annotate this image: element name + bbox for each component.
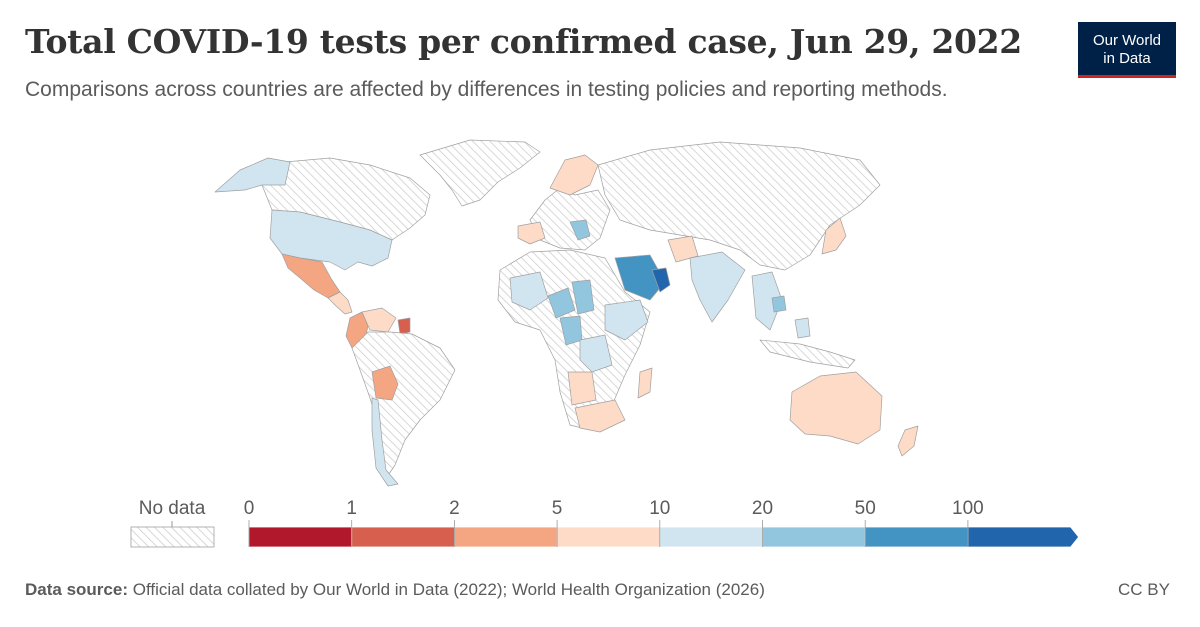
- source-text: Official data collated by Our World in D…: [132, 580, 765, 599]
- country-bolivia[interactable]: [371, 365, 399, 401]
- country-spain[interactable]: [517, 221, 546, 245]
- legend-bin-6[interactable]: [864, 526, 969, 548]
- region-alaska[interactable]: [214, 157, 291, 193]
- country-oman[interactable]: [651, 267, 671, 293]
- legend-bin-7[interactable]: [967, 526, 1080, 548]
- legend-bin-3[interactable]: [556, 526, 661, 548]
- region-iran[interactable]: [667, 235, 699, 263]
- country-dr-congo[interactable]: [579, 334, 613, 373]
- region-brazil[interactable]: [351, 331, 456, 481]
- legend-tick-100: 100: [952, 498, 984, 519]
- owid-logo[interactable]: Our World in Data: [1078, 22, 1176, 78]
- country-australia[interactable]: [789, 371, 883, 445]
- country-mali[interactable]: [509, 271, 549, 311]
- country-india[interactable]: [689, 251, 746, 323]
- license-label[interactable]: CC BY: [1118, 580, 1170, 599]
- country-saudi-arabia[interactable]: [614, 254, 666, 301]
- legend-tick-1: 1: [346, 498, 357, 519]
- footer-source: Data source: Official data collated by O…: [25, 580, 765, 600]
- country-greenland[interactable]: [419, 139, 541, 207]
- chart-title: Total COVID-19 tests per confirmed case,…: [25, 22, 1022, 61]
- country-new-zealand[interactable]: [897, 425, 919, 457]
- country-south-africa[interactable]: [574, 399, 626, 433]
- region-scandinavia[interactable]: [549, 154, 599, 196]
- legend-bin-4[interactable]: [659, 526, 763, 548]
- country-niger[interactable]: [547, 287, 576, 319]
- legend-tick-20: 20: [752, 498, 773, 519]
- region-russia-asia[interactable]: [597, 141, 881, 271]
- country-cambodia[interactable]: [771, 295, 787, 313]
- country-japan[interactable]: [821, 217, 847, 255]
- legend-tick-0: 0: [244, 498, 255, 519]
- country-angola[interactable]: [567, 371, 597, 406]
- country-chad[interactable]: [571, 279, 595, 315]
- chart-subtitle: Comparisons across countries are affecte…: [25, 78, 948, 101]
- legend-tick-5: 5: [552, 498, 563, 519]
- legend-bin-0[interactable]: [248, 526, 353, 548]
- country-suriname[interactable]: [397, 317, 411, 335]
- legend-no-data-swatch[interactable]: [130, 526, 215, 548]
- legend-tick-2: 2: [449, 498, 460, 519]
- country-madagascar[interactable]: [637, 367, 653, 399]
- country-venezuela[interactable]: [361, 307, 397, 333]
- legend-tick-50: 50: [855, 498, 876, 519]
- country-indonesia[interactable]: [759, 339, 856, 369]
- logo-line-2: in Data: [1103, 50, 1151, 67]
- source-label: Data source:: [25, 580, 128, 599]
- legend-tick-10: 10: [649, 498, 670, 519]
- logo-line-1: Our World: [1092, 32, 1162, 49]
- country-philippines[interactable]: [794, 317, 811, 339]
- country-chile[interactable]: [371, 397, 399, 487]
- legend-bin-1[interactable]: [351, 526, 455, 548]
- color-legend: No data 0 1 2 5 10 20 50 100: [130, 498, 1080, 548]
- region-southeast-asia[interactable]: [751, 271, 783, 331]
- region-balkans[interactable]: [569, 219, 591, 241]
- region-europe[interactable]: [529, 187, 611, 251]
- region-central-america[interactable]: [327, 291, 353, 315]
- legend-bin-2[interactable]: [453, 526, 558, 548]
- country-ethiopia[interactable]: [604, 299, 649, 341]
- legend-bin-5[interactable]: [762, 526, 866, 548]
- legend-no-data-label: No data: [139, 498, 206, 519]
